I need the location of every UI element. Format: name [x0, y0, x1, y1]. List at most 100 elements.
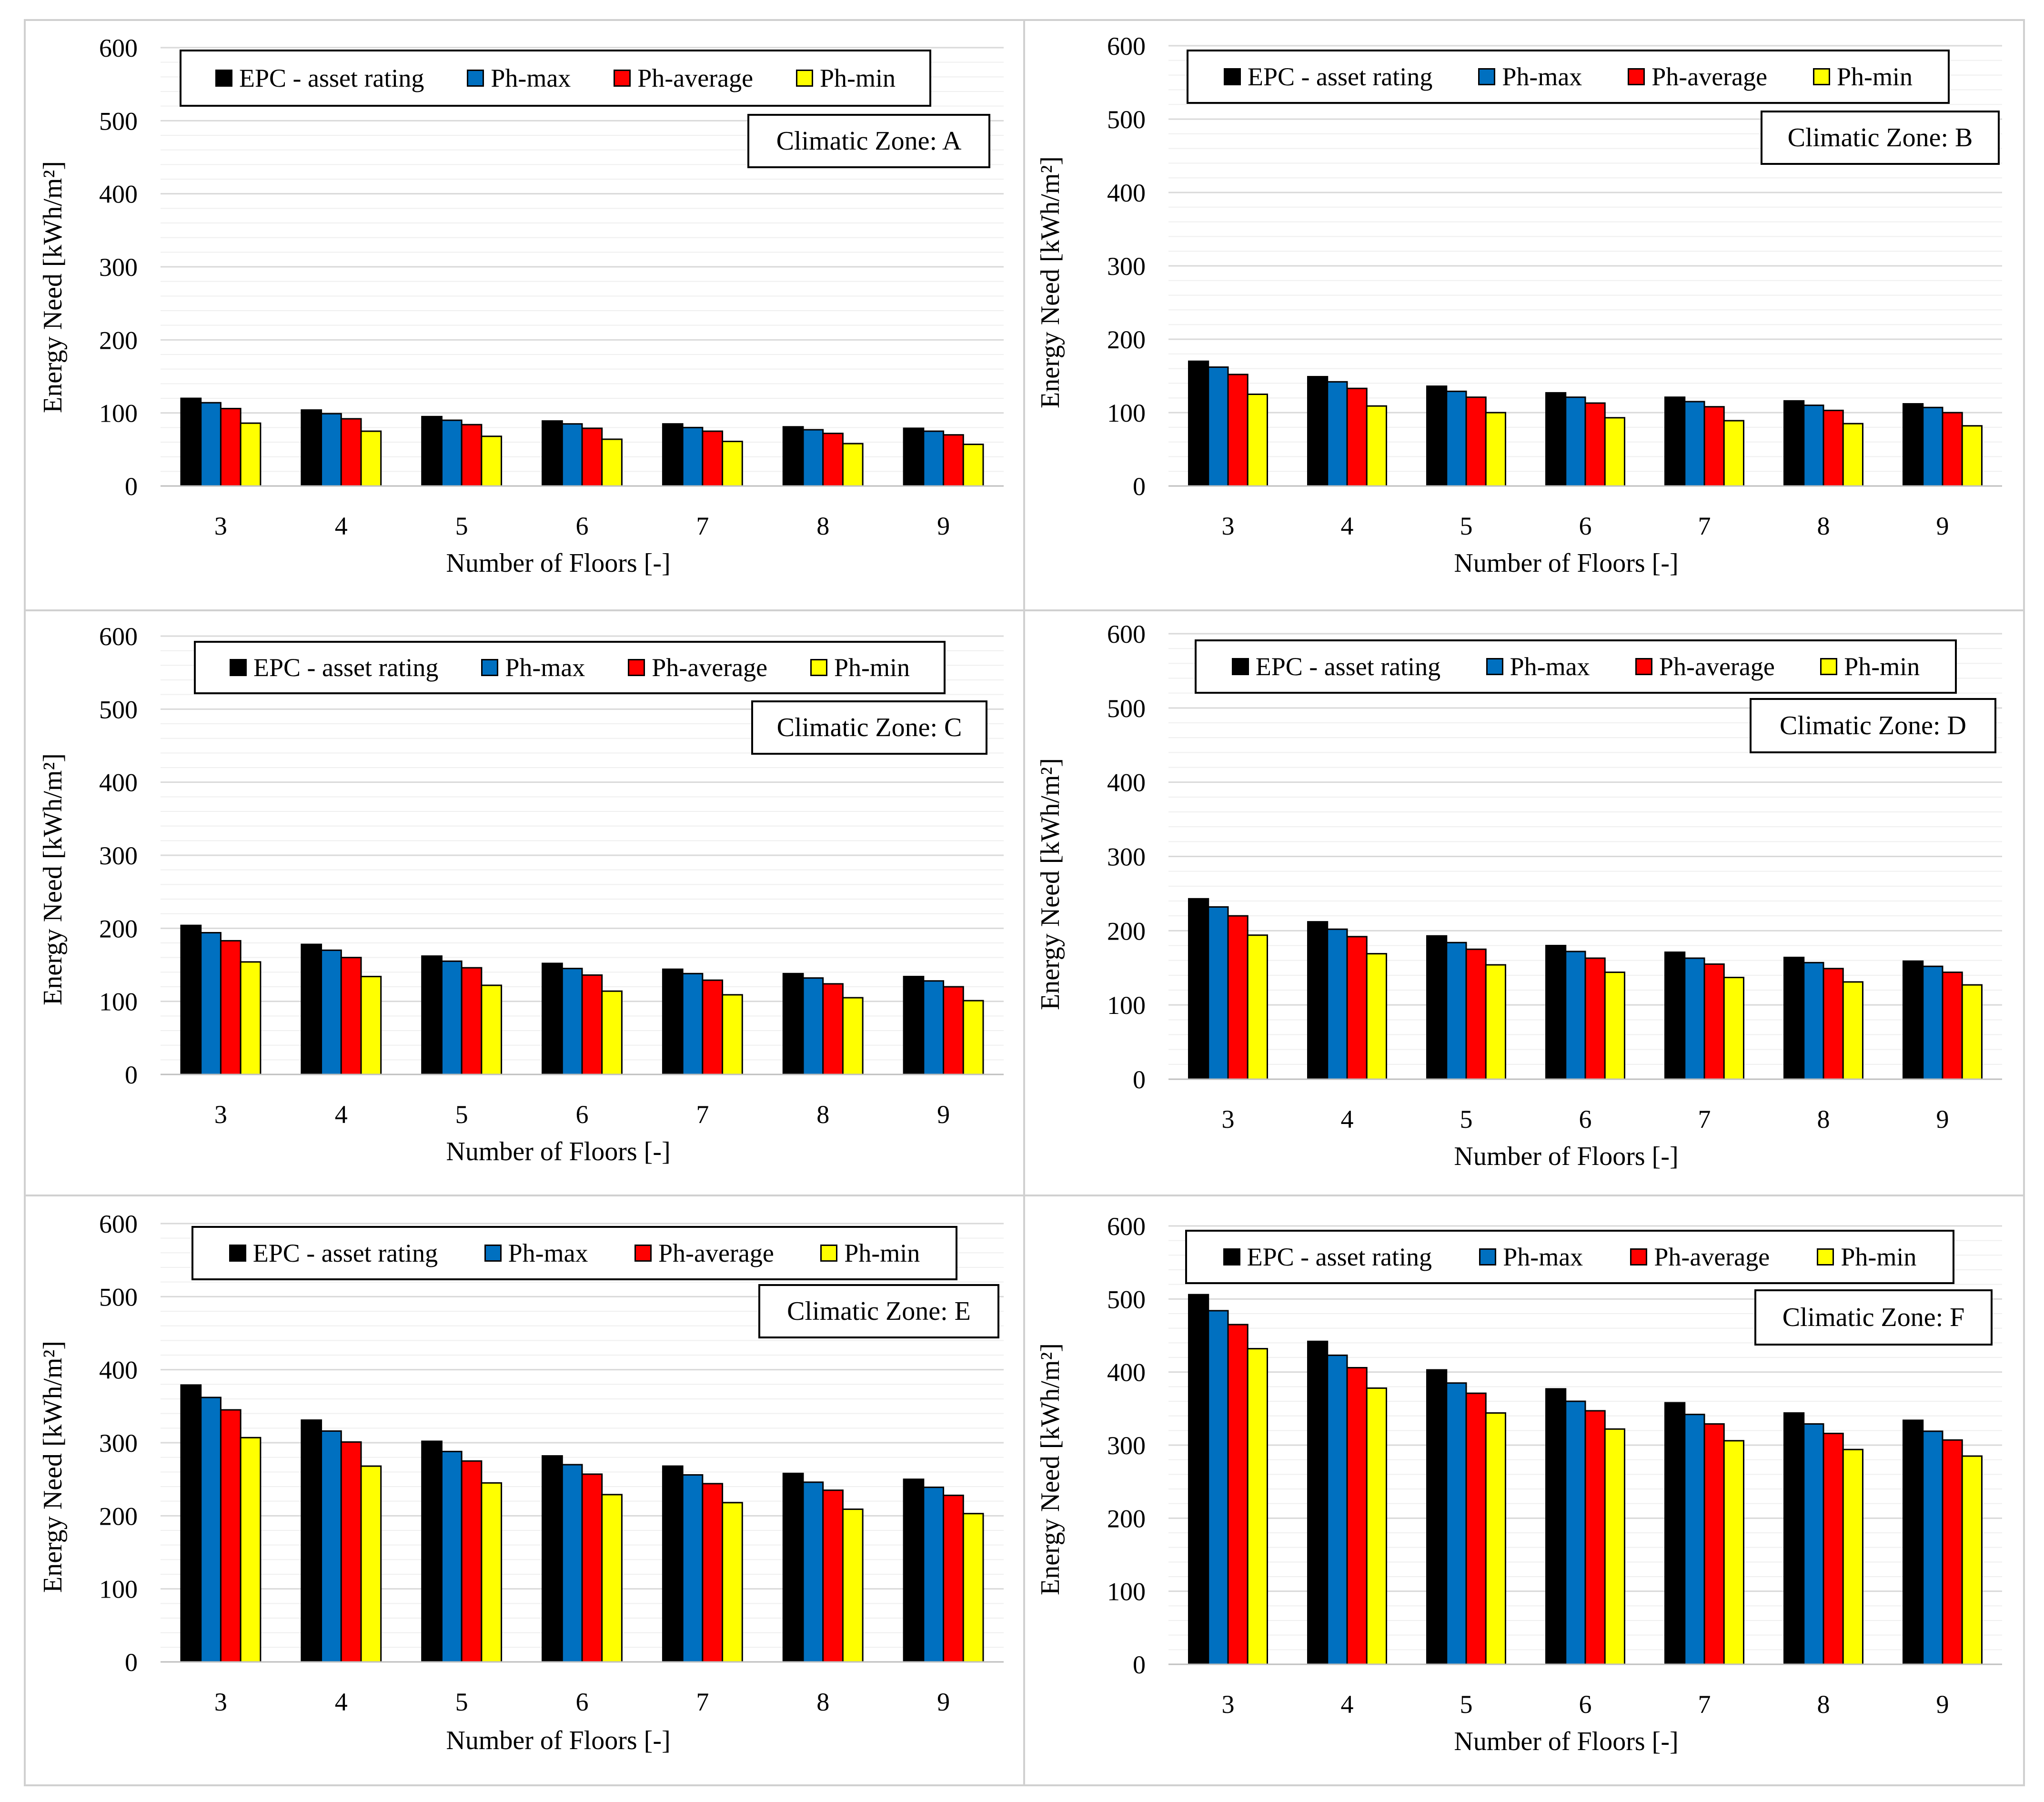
x-tick-label: 3	[1222, 1690, 1235, 1719]
y-tick-label: 200	[1107, 1504, 1146, 1533]
legend-item-ph-max: Ph-max	[484, 1238, 588, 1268]
bar-ph-average	[461, 967, 483, 1075]
legend-swatch-epc	[215, 70, 232, 87]
legend-item-ph-min: Ph-min	[1817, 1242, 1916, 1272]
y-tick-label: 600	[99, 1210, 138, 1238]
x-tick-label: 9	[937, 1100, 950, 1129]
y-tick-label: 100	[99, 988, 138, 1016]
bar-ph-min	[962, 1513, 984, 1663]
bar-ph-average	[1584, 957, 1606, 1080]
legend-item-epc: EPC - asset rating	[1231, 652, 1440, 681]
legend-label-epc: EPC - asset rating	[1247, 62, 1433, 91]
bar-ph-min	[360, 430, 382, 487]
bar-ph-min	[601, 438, 623, 487]
bar-chart-zone-e: 0 100 200 300 400 500 600 3 4 5 6 7 8 9	[99, 1210, 1004, 1716]
bar-ph-min	[722, 440, 743, 487]
bar-ph-max	[321, 949, 342, 1075]
bar-epc	[1426, 935, 1448, 1080]
bar-ph-min	[481, 984, 503, 1075]
bar-epc	[180, 397, 202, 487]
bar-epc	[1664, 952, 1686, 1080]
y-tick-label: 300	[99, 253, 138, 282]
chart-panel-zone-a: 0 100 200 300 400 500 600 3 4 5 6 7 8 9 EPC - asset r…	[25, 20, 1023, 608]
bar-ph-max	[200, 932, 222, 1075]
legend-label-ph-average: Ph-average	[637, 64, 754, 92]
legend-swatch-ph-min	[796, 70, 813, 87]
y-tick-label: 600	[99, 622, 138, 651]
legend-item-ph-max: Ph-max	[1478, 62, 1582, 91]
bar-ph-min	[601, 990, 623, 1075]
chart-panel-zone-d: 0 100 200 300 400 500 600 3 4 5 6 7 8 9 EPC - asset r…	[1026, 612, 2024, 1194]
bar-ph-max	[923, 430, 945, 487]
legend-label-ph-min: Ph-min	[1844, 652, 1920, 681]
x-tick-label: 7	[696, 512, 709, 540]
x-tick-label: 9	[937, 512, 950, 540]
y-axis-title: Energy Need [kWh/m²]	[1036, 1343, 1065, 1595]
bar-ph-max	[682, 1474, 704, 1663]
zone-label: Climatic Zone: A	[747, 114, 990, 168]
bar-epc	[1783, 956, 1805, 1080]
bar-ph-max	[1803, 962, 1824, 1080]
y-axis-title: Energy Need [kWh/m²]	[1036, 156, 1065, 408]
bar-ph-average	[461, 424, 483, 487]
bar-ph-min	[240, 961, 262, 1075]
y-tick-label: 500	[99, 695, 138, 724]
bar-epc	[1783, 1412, 1805, 1665]
y-tick-label: 500	[1107, 105, 1146, 134]
legend-label-epc: EPC - asset rating	[239, 64, 424, 92]
bar-epc	[1188, 1294, 1209, 1665]
legend: EPC - asset rating Ph-max Ph-average Ph-…	[1187, 50, 1950, 104]
legend-swatch-ph-min	[810, 659, 827, 676]
y-tick-label: 100	[1107, 991, 1146, 1020]
bar-ph-min	[1485, 1412, 1506, 1665]
bar-ph-average	[340, 957, 362, 1075]
bar-ph-min	[1842, 423, 1863, 487]
bar-ph-max	[200, 1397, 222, 1663]
bar-ph-max	[1803, 405, 1824, 487]
bar-ph-average	[1465, 1392, 1487, 1665]
bar-ph-max	[441, 1450, 463, 1663]
bar-chart-zone-a: 0 100 200 300 400 500 600 3 4 5 6 7 8 9	[99, 34, 1004, 540]
bar-ph-max	[923, 980, 945, 1075]
bar-epc	[421, 415, 443, 487]
bar-ph-min	[1247, 1348, 1268, 1665]
legend-swatch-epc	[1223, 68, 1241, 85]
x-tick-label: 6	[1579, 1105, 1592, 1134]
legend-label-ph-min: Ph-min	[844, 1239, 920, 1267]
bar-epc	[782, 426, 804, 487]
chart-panel-zone-e: 0 100 200 300 400 500 600 3 4 5 6 7 8 9 EPC - asset r…	[25, 1197, 1023, 1783]
chart-panel-zone-f: 0 100 200 300 400 500 600 3 4 5 6 7 8 9 EPC - asset r…	[1026, 1197, 2024, 1783]
bar-epc	[1903, 403, 1924, 487]
legend-label-ph-average: Ph-average	[1651, 62, 1768, 91]
legend-item-ph-min: Ph-min	[1813, 62, 1913, 91]
bar-ph-max	[441, 960, 463, 1075]
y-tick-label: 100	[1107, 399, 1146, 427]
legend-item-ph-min: Ph-min	[1820, 652, 1920, 681]
x-tick-label: 4	[335, 1100, 348, 1129]
y-axis-title: Energy Need [kWh/m²]	[38, 161, 68, 413]
x-axis-title: Number of Floors [-]	[446, 1726, 671, 1755]
bar-ph-min	[1961, 984, 1983, 1080]
legend-item-ph-min: Ph-min	[810, 653, 910, 682]
legend-label-ph-average: Ph-average	[1659, 652, 1775, 681]
legend-item-ph-min: Ph-min	[820, 1238, 920, 1268]
bar-ph-average	[461, 1460, 483, 1663]
x-tick-label: 3	[214, 1100, 227, 1129]
y-tick-label: 100	[1107, 1578, 1146, 1606]
x-tick-label: 6	[576, 1688, 589, 1716]
bar-epc	[1664, 1402, 1686, 1665]
x-tick-label: 7	[696, 1100, 709, 1129]
bar-epc	[1903, 960, 1924, 1080]
bar-ph-min	[1366, 953, 1387, 1080]
y-tick-label: 400	[1107, 1358, 1146, 1387]
y-tick-label: 100	[99, 1575, 138, 1604]
bar-ph-average	[1346, 387, 1368, 487]
y-tick-label: 500	[99, 1283, 138, 1311]
bar-ph-max	[1684, 1414, 1705, 1665]
chart-panel-zone-b: 0 100 200 300 400 500 600 3 4 5 6 7 8 9 EPC - asset r…	[1026, 20, 2024, 608]
bar-epc	[180, 924, 202, 1075]
legend-label-ph-max: Ph-max	[1510, 652, 1590, 681]
legend-label-epc: EPC - asset rating	[253, 653, 439, 682]
y-tick-label: 400	[99, 1356, 138, 1385]
bar-epc	[542, 420, 563, 487]
